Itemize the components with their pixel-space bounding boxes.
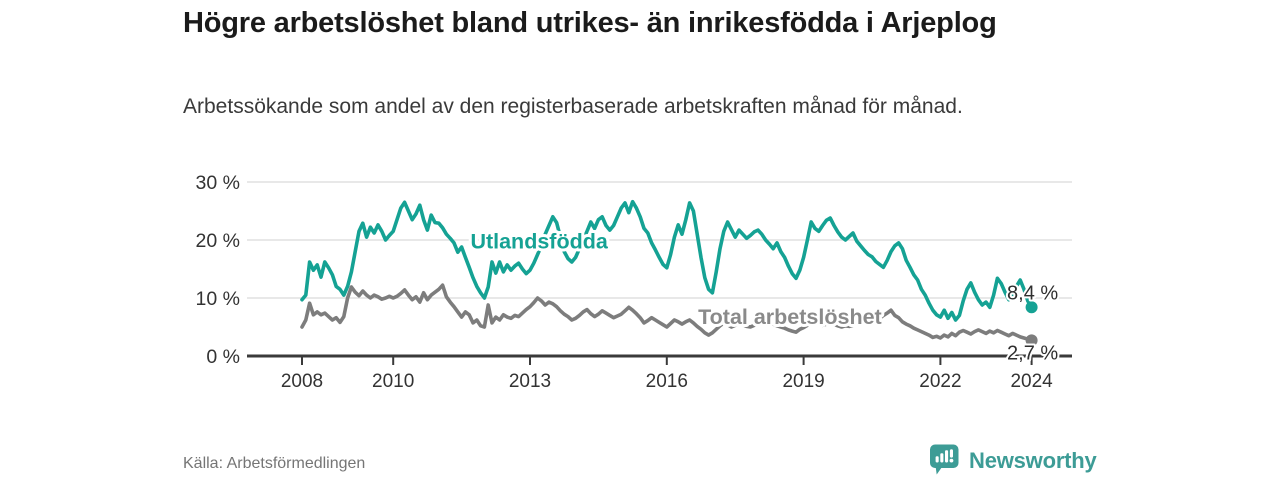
series-line-total [300,283,1034,343]
x-axis-label-2022: 2022 [919,371,961,392]
y-axis-label-0: 0 % [206,346,240,368]
end-value-label-utlandsfodda: 8,4 % [1007,282,1058,304]
series-end-dot-utlandsfodda [1025,301,1038,314]
newsworthy-logo-icon [930,444,959,475]
y-axis-label-10: 10 % [196,288,240,310]
x-axis-label-2024: 2024 [1010,371,1053,392]
brand-wordmark: Newsworthy [969,447,1097,473]
page-title: Högre arbetslöshet bland utrikes- än inr… [183,7,997,39]
x-axis-label-2008: 2008 [281,371,323,392]
brand-lockup: Newsworthy [929,443,1097,478]
y-axis-label-30: 30 % [196,172,240,194]
x-axis-label-2010: 2010 [372,371,414,392]
x-axis-label-2013: 2013 [509,371,551,392]
page-subtitle: Arbetssökande som andel av den registerb… [183,95,963,118]
series-line-utlandsfodda [300,199,1034,322]
y-axis-label-20: 20 % [196,230,240,252]
source-note: Källa: Arbetsförmedlingen [183,455,366,472]
x-axis-label-2016: 2016 [646,371,688,392]
series-label-total: Total arbetslöshet [698,305,882,329]
series-label-utlandsfodda: Utlandsfödda [470,230,608,254]
end-value-label-total: 2,7 % [1007,342,1058,364]
x-axis-label-2019: 2019 [782,371,824,392]
series-end-dot-total [1025,334,1038,347]
